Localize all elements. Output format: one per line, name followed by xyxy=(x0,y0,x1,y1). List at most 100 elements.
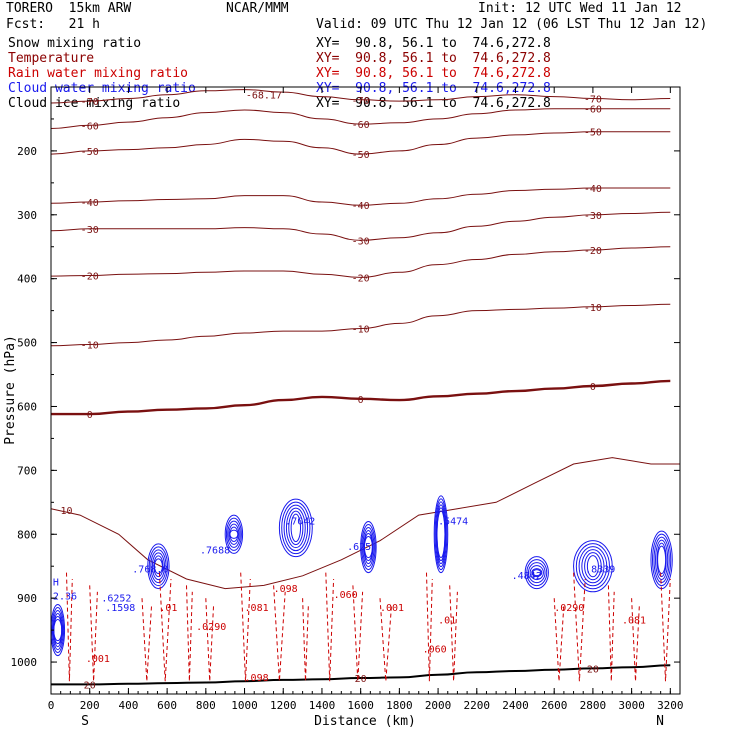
y-tick-label: 700 xyxy=(17,464,37,477)
x-tick-label: 3200 xyxy=(657,699,684,712)
header-valid: Valid: 09 UTC Thu 12 Jan 12 (06 LST Thu … xyxy=(316,17,708,32)
cloud-water-contours xyxy=(50,495,673,657)
legend-cloud-water-xy: XY= 90.8, 56.1 to 74.6,272.8 xyxy=(316,81,551,96)
rain-water-contour xyxy=(240,572,251,682)
header-model: TORERO 15km ARW xyxy=(6,1,132,16)
temperature-contour xyxy=(50,131,671,155)
rain-water-label: .01 xyxy=(438,616,456,627)
legend-snow-xy: XY= 90.8, 56.1 to 74.6,272.8 xyxy=(316,36,551,51)
cloud-water-contour xyxy=(151,552,165,581)
temperature-contour-label: -10 xyxy=(584,303,602,314)
rain-water-label: .0290 xyxy=(196,622,226,633)
temperature-contour-label: -70 xyxy=(584,95,602,106)
x-tick-label: 0 xyxy=(48,699,55,712)
temperature-contour-label: -50 xyxy=(352,150,370,161)
temperature-contour-label: -20 xyxy=(81,271,99,282)
cloud-water-contour xyxy=(227,520,241,548)
rain-water-contour xyxy=(158,572,172,682)
cloud-water-contour xyxy=(278,498,313,558)
cloud-water-contour xyxy=(283,504,309,552)
cloud-water-contour xyxy=(229,526,239,542)
x-tick-label: 400 xyxy=(118,699,138,712)
legend-cloud-ice-xy: XY= 90.8, 56.1 to 74.6,272.8 xyxy=(316,96,551,111)
cloud-water-contour xyxy=(584,552,602,581)
cloud-water-contour xyxy=(651,533,672,587)
rain-water-contours xyxy=(66,572,671,682)
temperature-contour-label: -50 xyxy=(584,128,602,139)
y-tick-label: 300 xyxy=(17,209,37,222)
rain-water-label: .060 xyxy=(334,590,358,601)
cloud-water-contour xyxy=(434,498,448,571)
cloud-water-contour xyxy=(153,555,164,578)
cloud-water-contour xyxy=(581,549,605,584)
x-tick-label: 200 xyxy=(80,699,100,712)
cloud-water-contour xyxy=(575,543,610,590)
x-tick-label: 2400 xyxy=(502,699,529,712)
cloud-water-contour xyxy=(655,539,669,581)
rain-water-contour xyxy=(325,572,335,682)
rain-water-contour xyxy=(302,598,309,682)
cloud-water-contour xyxy=(526,559,548,587)
cloud-water-contour xyxy=(362,526,375,568)
rain-water-contour xyxy=(660,572,671,682)
axes: 0 200 400 600 800 1000 1200 1400 1600 1800 2000 220… xyxy=(11,87,684,712)
cloud-water-contour xyxy=(360,520,377,574)
y-tick-label: 500 xyxy=(17,337,37,350)
x-tick-label: 1000 xyxy=(231,699,258,712)
temperature-contour xyxy=(51,664,671,686)
temperature-contour-label: 0 xyxy=(87,410,93,421)
y-tick-label: 200 xyxy=(17,145,37,158)
temperature-contour xyxy=(50,187,671,206)
legend-cloud-ice-label: Cloud ice mixing ratio xyxy=(8,96,181,111)
header-fcst: Fcst: 21 h xyxy=(6,17,100,32)
cloud-water-contour xyxy=(281,501,311,555)
cloud-water-label: .8339 xyxy=(585,565,615,576)
temperature-contour-label: -50 xyxy=(81,147,99,158)
cloud-water-contour xyxy=(527,562,546,584)
x-tick-label: 3000 xyxy=(618,699,645,712)
temperature-contours xyxy=(50,89,680,686)
high-marker: H xyxy=(53,577,59,588)
cloud-water-contour xyxy=(656,542,667,578)
temperature-contour-label: 0 xyxy=(358,395,364,406)
y-tick-label: 600 xyxy=(17,400,37,413)
cloud-water-label: .768.0 xyxy=(132,565,168,576)
y-tick-label: 1000 xyxy=(11,656,38,669)
cloud-water-contour xyxy=(224,514,244,554)
temperature-contour-label: -40 xyxy=(81,198,99,209)
temperature-contour-label: -30 xyxy=(81,225,99,236)
cloud-water-contour xyxy=(288,510,304,546)
x-tick-label: 1800 xyxy=(386,699,413,712)
temperature-contour-label: -40 xyxy=(584,184,602,195)
temperature-contour xyxy=(50,211,671,241)
cloud-water-contour xyxy=(153,558,163,575)
max-value-label: -68.17 xyxy=(246,91,282,102)
plot-frame xyxy=(50,86,681,695)
cloud-water-contour xyxy=(148,546,169,587)
temperature-contour-label: -70 xyxy=(352,96,370,107)
legend-temperature-xy: XY= 90.8, 56.1 to 74.6,272.8 xyxy=(316,51,551,66)
y-tick-label: 800 xyxy=(17,528,37,541)
side-value-label: 2.36 xyxy=(53,591,77,602)
cloud-water-contour xyxy=(228,523,240,545)
temperature-contour-label: -10 xyxy=(352,325,370,336)
temperature-contour-label: -30 xyxy=(352,236,370,247)
x-tick-label: 1200 xyxy=(270,699,297,712)
x-axis-label: Distance (km) xyxy=(314,714,416,729)
temperature-contour xyxy=(50,303,671,347)
temperature-contour-label: 20 xyxy=(587,664,599,675)
temperature-contour-label: -40 xyxy=(352,201,370,212)
temperature-contour xyxy=(50,89,671,104)
rain-water-contour xyxy=(205,598,215,682)
cloud-water-contour xyxy=(435,501,447,568)
x-tick-label: 1600 xyxy=(347,699,374,712)
cloud-water-contour xyxy=(524,556,549,590)
cloud-water-contour xyxy=(229,529,239,539)
y-tick-label: 900 xyxy=(17,592,37,605)
rain-water-label: .0290 xyxy=(554,603,584,614)
cloud-water-contour xyxy=(363,535,373,559)
x-tick-label: 2200 xyxy=(464,699,491,712)
rain-water-label: .098 xyxy=(245,673,269,684)
temperature-contour xyxy=(51,379,671,416)
